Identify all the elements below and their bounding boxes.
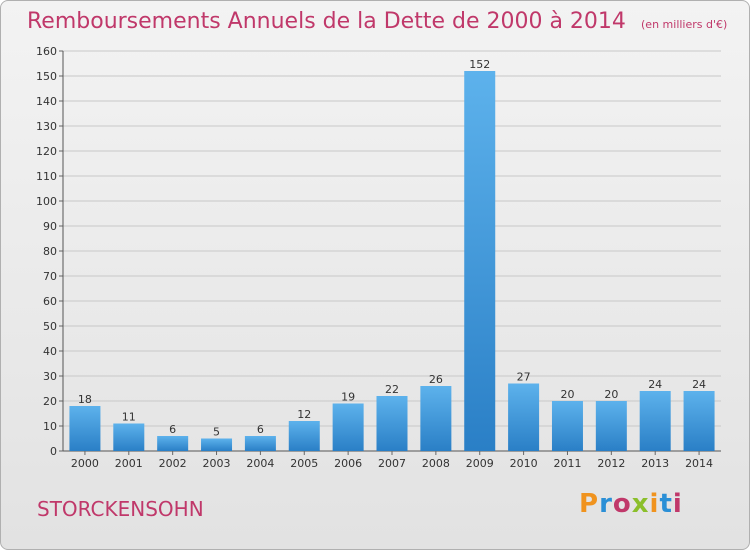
bar-value-label: 18 [78, 393, 92, 406]
bar [113, 423, 145, 451]
bar-value-label: 152 [469, 58, 490, 71]
bar-value-label: 27 [517, 371, 531, 384]
y-tick-label: 80 [43, 245, 57, 258]
x-tick-label: 2006 [334, 457, 362, 470]
x-tick-label: 2012 [597, 457, 625, 470]
x-tick-label: 2009 [466, 457, 494, 470]
y-tick-label: 150 [36, 70, 57, 83]
labels: 18 2000 11 2001 6 2002 5 2003 6 2004 12 2005 19 2006 2… [71, 58, 713, 470]
x-tick-label: 2001 [115, 457, 143, 470]
logo-letter: i [649, 489, 660, 519]
bar-value-label: 6 [169, 423, 176, 436]
bar-value-label: 20 [560, 388, 574, 401]
bars [69, 71, 715, 451]
logo-letter: t [659, 489, 673, 519]
chart-title: Remboursements Annuels de la Dette de 20… [27, 9, 626, 34]
x-tick-label: 2004 [246, 457, 274, 470]
bar-value-label: 20 [604, 388, 618, 401]
bar [157, 436, 189, 451]
y-tick-label: 120 [36, 145, 57, 158]
y-tick-label: 60 [43, 295, 57, 308]
bar [332, 403, 364, 451]
bar-value-label: 26 [429, 373, 443, 386]
bar-value-label: 24 [648, 378, 662, 391]
commune-name: STORCKENSOHN [37, 497, 204, 521]
y-tick-label: 10 [43, 420, 57, 433]
bar-value-label: 6 [257, 423, 264, 436]
x-tick-label: 2013 [641, 457, 669, 470]
logo-letter: P [579, 489, 600, 519]
axes: 0 10 20 30 40 50 60 70 80 90 100 110 120 130 140 150 160 [36, 45, 721, 458]
y-tick-label: 50 [43, 320, 57, 333]
y-tick-label: 40 [43, 345, 57, 358]
y-tick-label: 100 [36, 195, 57, 208]
x-tick-label: 2014 [685, 457, 713, 470]
bar-value-label: 24 [692, 378, 706, 391]
logo-letter: x [631, 489, 650, 519]
y-tick-label: 140 [36, 95, 57, 108]
bar [595, 401, 627, 451]
bar [683, 391, 715, 451]
bar-value-label: 11 [122, 411, 136, 424]
x-tick-label: 2002 [159, 457, 187, 470]
y-tick-label: 90 [43, 220, 57, 233]
x-tick-label: 2011 [553, 457, 581, 470]
proxiti-logo: Proxiti [579, 489, 683, 519]
logo-letter: i [672, 489, 683, 519]
bar-value-label: 5 [213, 426, 220, 439]
bar [420, 386, 452, 451]
bar [639, 391, 671, 451]
y-tick-label: 70 [43, 270, 57, 283]
bar [201, 438, 233, 451]
chart-title-row: Remboursements Annuels de la Dette de 20… [27, 9, 727, 34]
bar [376, 396, 408, 451]
bar [464, 71, 496, 451]
x-tick-label: 2007 [378, 457, 406, 470]
y-tick-label: 110 [36, 170, 57, 183]
y-tick-label: 30 [43, 370, 57, 383]
bar [551, 401, 583, 451]
bar [69, 406, 101, 451]
bar-value-label: 19 [341, 391, 355, 404]
bar-value-label: 12 [297, 408, 311, 421]
bar-value-label: 22 [385, 383, 399, 396]
x-tick-label: 2005 [290, 457, 318, 470]
logo-letter: o [612, 489, 632, 519]
chart-subtitle: (en milliers d'€) [641, 18, 728, 31]
y-tick-label: 0 [50, 445, 57, 458]
y-tick-label: 20 [43, 395, 57, 408]
x-tick-label: 2008 [422, 457, 450, 470]
x-tick-label: 2003 [203, 457, 231, 470]
bar [508, 383, 540, 451]
logo-letter: r [599, 489, 613, 519]
y-tick-label: 160 [36, 45, 57, 58]
x-tick-label: 2000 [71, 457, 99, 470]
x-tick-label: 2010 [510, 457, 538, 470]
bar [244, 436, 276, 451]
y-tick-label: 130 [36, 120, 57, 133]
bar [288, 421, 320, 451]
